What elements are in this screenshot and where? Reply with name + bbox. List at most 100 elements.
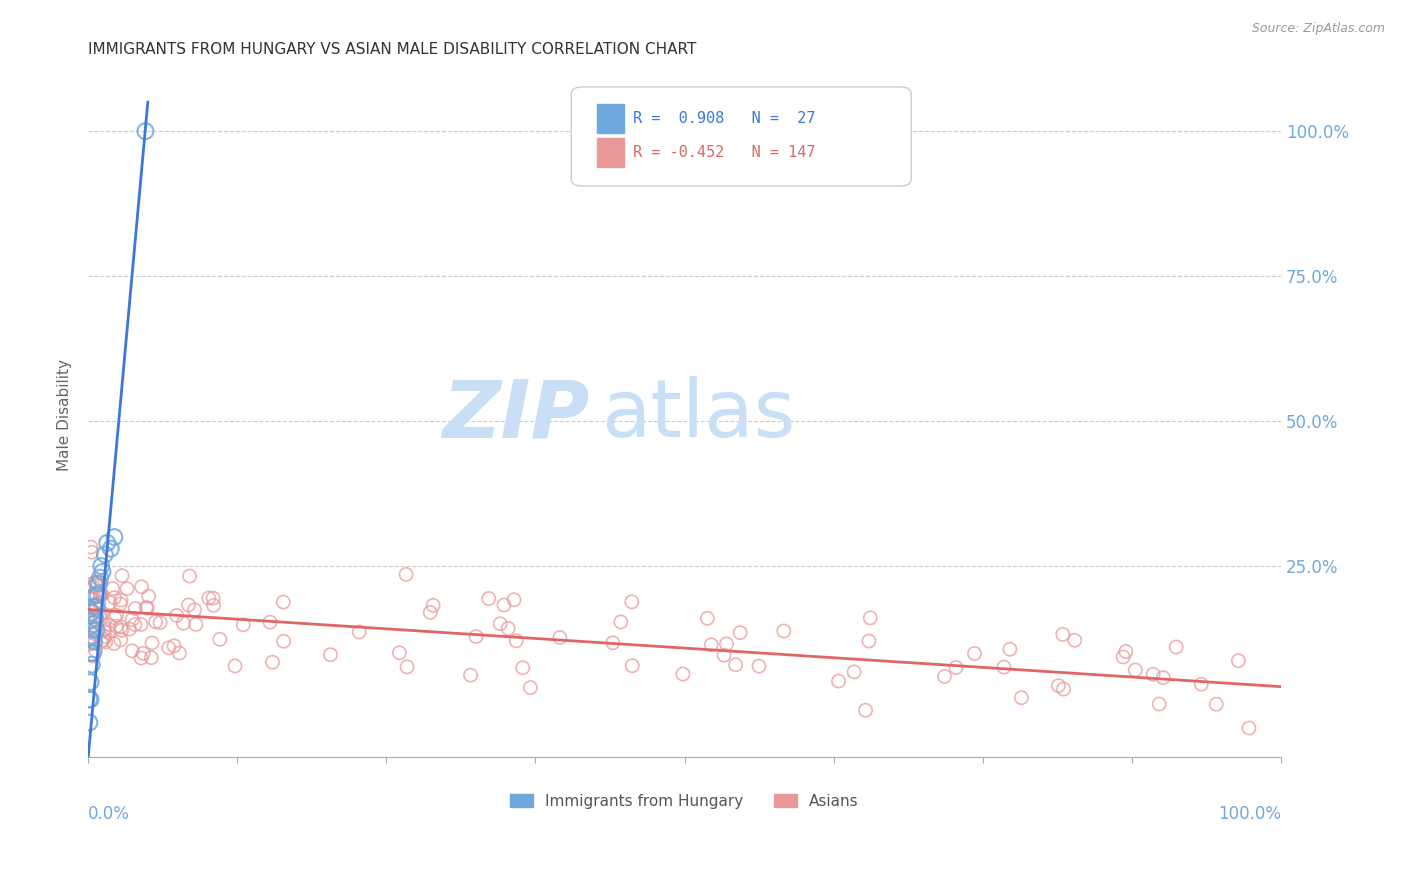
Point	[83, 626, 105, 640]
Point	[84, 588, 107, 602]
Point	[101, 582, 124, 596]
Point	[97, 617, 120, 632]
Point	[1112, 650, 1135, 665]
Point	[89, 571, 111, 585]
Point	[111, 568, 134, 582]
Point	[396, 660, 419, 674]
Point	[86, 599, 108, 614]
Point	[273, 595, 295, 609]
Point	[79, 621, 101, 635]
Point	[1237, 721, 1260, 735]
Point	[183, 603, 205, 617]
Point	[1052, 682, 1074, 697]
Point	[94, 548, 117, 562]
Point	[83, 599, 105, 614]
Point	[79, 692, 101, 706]
Point	[87, 576, 110, 591]
Text: R = -0.452   N = 147: R = -0.452 N = 147	[633, 145, 815, 160]
Point	[98, 596, 121, 610]
Point	[90, 576, 112, 591]
Point	[519, 681, 541, 695]
Point	[89, 589, 111, 603]
Text: ZIP: ZIP	[441, 376, 589, 454]
Point	[105, 619, 128, 633]
Point	[859, 611, 882, 625]
Point	[87, 596, 110, 610]
Point	[172, 616, 194, 631]
Point	[141, 636, 163, 650]
Point	[83, 589, 105, 603]
Point	[460, 668, 482, 682]
Point	[1123, 663, 1146, 677]
Point	[478, 591, 501, 606]
Point	[104, 611, 127, 625]
Point	[80, 657, 103, 672]
Text: 100.0%: 100.0%	[1218, 805, 1281, 823]
Point	[83, 623, 105, 637]
Bar	[598, 104, 624, 133]
Point	[79, 602, 101, 616]
Point	[97, 625, 120, 640]
Point	[1142, 667, 1164, 681]
Point	[512, 661, 534, 675]
Point	[224, 659, 246, 673]
Point	[103, 637, 125, 651]
Point	[202, 591, 225, 606]
Point	[998, 642, 1021, 657]
Point	[103, 591, 125, 605]
Point	[89, 588, 111, 602]
Point	[1227, 654, 1250, 668]
Point	[197, 591, 219, 605]
Point	[827, 674, 849, 689]
Point	[842, 665, 865, 679]
Point	[90, 559, 112, 574]
Point	[202, 599, 225, 613]
Point	[422, 599, 444, 613]
Point	[772, 624, 794, 638]
Point	[163, 639, 186, 653]
Point	[124, 601, 146, 615]
Point	[134, 124, 156, 138]
Point	[136, 601, 159, 615]
Point	[319, 648, 342, 662]
Point	[82, 623, 104, 637]
Point	[138, 589, 160, 603]
Point	[84, 575, 107, 590]
Point	[610, 615, 633, 629]
Point	[713, 648, 735, 662]
Point	[91, 588, 114, 602]
Point	[80, 629, 103, 643]
Point	[80, 606, 103, 620]
Point	[388, 646, 411, 660]
Text: atlas: atlas	[600, 376, 796, 454]
Point	[94, 629, 117, 643]
Point	[79, 675, 101, 690]
Point	[934, 669, 956, 683]
Point	[83, 634, 105, 648]
Point	[103, 530, 125, 544]
Point	[1052, 627, 1074, 641]
Point	[157, 640, 180, 655]
Text: R =  0.908   N =  27: R = 0.908 N = 27	[633, 111, 815, 126]
Point	[700, 638, 723, 652]
Point	[620, 595, 643, 609]
Point	[858, 634, 880, 648]
Point	[90, 606, 112, 620]
Point	[89, 608, 111, 623]
Point	[80, 592, 103, 607]
Point	[131, 580, 153, 594]
Point	[166, 608, 188, 623]
Point	[419, 606, 441, 620]
Point	[141, 650, 163, 665]
Point	[84, 643, 107, 657]
Point	[79, 600, 101, 615]
Point	[79, 715, 101, 730]
Point	[90, 635, 112, 649]
Point	[748, 659, 770, 673]
Point	[1147, 697, 1170, 711]
Point	[259, 615, 281, 629]
Bar	[598, 138, 624, 167]
Point	[84, 611, 107, 625]
Legend: Immigrants from Hungary, Asians: Immigrants from Hungary, Asians	[505, 788, 865, 814]
Point	[621, 658, 644, 673]
